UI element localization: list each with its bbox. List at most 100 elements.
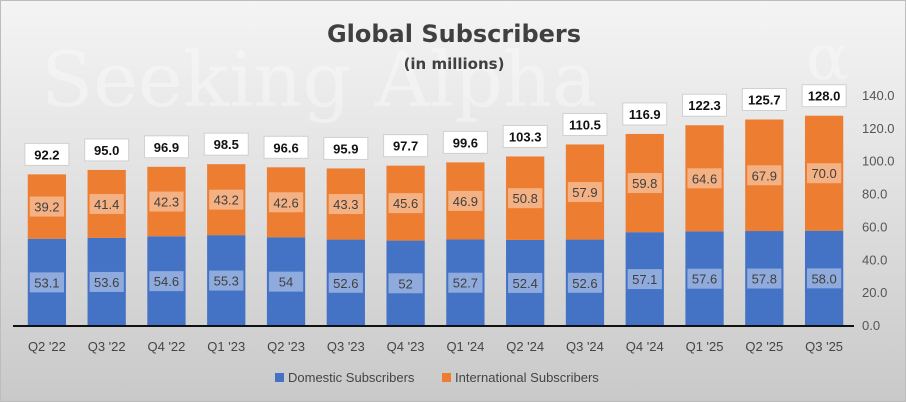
- x-tick-label: Q4 '24: [626, 339, 664, 354]
- total-label: 92.2: [34, 147, 59, 162]
- segment-label-bg: [747, 268, 782, 289]
- total-label: 122.3: [688, 98, 721, 113]
- total-label: 96.9: [154, 140, 179, 155]
- legend-label: Domestic Subscribers: [288, 370, 415, 385]
- segment-label: 45.6: [393, 196, 418, 211]
- y-tick-label: 0.0: [862, 318, 880, 333]
- segment-label-bg: [567, 272, 603, 293]
- segment-label: 53.1: [34, 275, 59, 290]
- y-tick-label: 140.0: [862, 88, 895, 103]
- total-label-box: [383, 134, 429, 158]
- segment-label-bg: [448, 272, 483, 293]
- segment-label: 59.8: [632, 176, 657, 191]
- segment-label-bg: [209, 270, 244, 291]
- segment-label-bg: [687, 268, 722, 289]
- segment-label-bg: [806, 268, 842, 289]
- x-tick-label: Q4 '23: [387, 339, 425, 354]
- total-label: 103.3: [509, 129, 542, 144]
- y-tick-label: 120.0: [862, 121, 895, 136]
- total-label: 128.0: [808, 89, 841, 104]
- x-tick-label: Q3 '22: [88, 339, 126, 354]
- total-label: 110.5: [569, 117, 601, 132]
- segment-label: 52: [398, 276, 412, 291]
- segment-label-bg: [627, 269, 662, 290]
- segment-label: 57.9: [572, 185, 597, 200]
- segment-label: 42.6: [273, 195, 298, 210]
- segment-label: 55.3: [214, 274, 239, 289]
- x-tick-label: Q1 '25: [686, 339, 724, 354]
- segment-label-bg: [388, 273, 423, 294]
- x-tick-label: Q4 '22: [148, 339, 186, 354]
- total-label: 98.5: [214, 137, 239, 152]
- total-label: 97.7: [393, 139, 418, 154]
- total-label-box: [84, 138, 130, 162]
- segment-label: 70.0: [811, 166, 836, 181]
- x-tick-label: Q2 '24: [506, 339, 544, 354]
- segment-label: 54.6: [154, 274, 179, 289]
- total-label: 99.6: [453, 135, 478, 150]
- segment-label-bg: [209, 189, 244, 210]
- y-tick-label: 40.0: [862, 252, 887, 267]
- segment-label: 43.2: [214, 193, 239, 208]
- watermark: Seeking Alpha: [41, 35, 597, 124]
- x-tick-label: Q2 '23: [267, 339, 305, 354]
- segment-label-bg: [687, 168, 722, 189]
- segment-label-bg: [448, 190, 483, 211]
- legend-label: International Subscribers: [455, 370, 599, 385]
- segment-label-bg: [29, 196, 65, 217]
- segment-label-bg: [328, 272, 363, 293]
- segment-label: 50.8: [513, 191, 538, 206]
- y-tick-label: 100.0: [862, 154, 895, 169]
- total-label: 96.6: [273, 140, 298, 155]
- segment-label: 57.1: [632, 272, 657, 287]
- legend-swatch-international: [442, 373, 451, 382]
- total-label-box: [24, 142, 70, 166]
- segment-label-bg: [29, 272, 65, 293]
- total-label: 95.9: [333, 141, 358, 156]
- segment-label-bg: [627, 173, 662, 194]
- segment-label: 42.3: [154, 195, 179, 210]
- segment-label-bg: [89, 271, 124, 292]
- total-label-box: [562, 112, 608, 136]
- total-label-box: [143, 135, 189, 159]
- segment-label: 41.4: [94, 197, 119, 212]
- total-label-box: [203, 132, 249, 156]
- total-label: 125.7: [748, 92, 781, 107]
- segment-label: 52.6: [333, 276, 358, 291]
- segment-label: 57.6: [692, 272, 717, 287]
- segment-label: 58.0: [811, 271, 836, 286]
- total-label-box: [502, 124, 548, 148]
- chart-title: Global Subscribers: [327, 20, 581, 48]
- segment-label-bg: [268, 271, 304, 292]
- segment-label: 46.9: [453, 194, 478, 209]
- total-label-box: [442, 130, 488, 154]
- x-tick-label: Q2 '25: [745, 339, 783, 354]
- total-label-box: [323, 136, 369, 160]
- total-label: 95.0: [94, 143, 119, 158]
- segment-label-bg: [149, 191, 184, 212]
- legend-swatch-domestic: [275, 373, 284, 382]
- segment-label-bg: [567, 182, 603, 203]
- segment-label: 52.4: [513, 276, 538, 291]
- total-label-box: [741, 87, 787, 111]
- y-tick-label: 20.0: [862, 285, 887, 300]
- segment-label: 52.7: [453, 276, 478, 291]
- watermark-symbol: α: [806, 21, 849, 95]
- total-label-box: [263, 135, 309, 159]
- segment-label: 57.8: [752, 272, 777, 287]
- x-tick-label: Q1 '23: [207, 339, 245, 354]
- segment-label-bg: [508, 272, 543, 293]
- segment-label: 39.2: [34, 200, 59, 215]
- total-label: 116.9: [629, 107, 661, 122]
- segment-label: 43.3: [333, 197, 358, 212]
- y-tick-label: 60.0: [862, 219, 887, 234]
- segment-label: 64.6: [692, 171, 717, 186]
- segment-label-bg: [89, 193, 124, 214]
- segment-label: 53.6: [94, 275, 119, 290]
- segment-label-bg: [508, 188, 543, 209]
- x-tick-label: Q2 '22: [28, 339, 66, 354]
- total-label-box: [622, 102, 668, 126]
- segment-label: 54: [279, 275, 293, 290]
